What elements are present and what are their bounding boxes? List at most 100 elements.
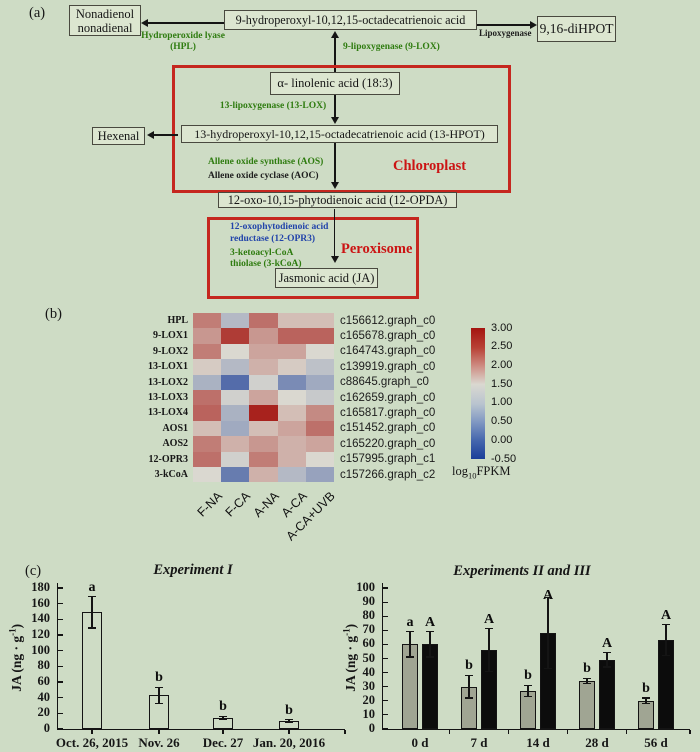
x-tick	[566, 730, 569, 734]
y-tick-label: 70	[362, 622, 376, 637]
node-linolenic-acid: α- linolenic acid (18:3)	[270, 72, 400, 95]
heatmap-cell	[305, 451, 334, 467]
colorbar-label: log10FPKM	[452, 464, 511, 481]
bar	[579, 681, 595, 729]
category-label: 56 d	[644, 735, 668, 750]
transcript-id: c157266.graph_c2	[340, 468, 436, 481]
chloroplast-label: Chloroplast	[393, 158, 467, 174]
chloroplast-compartment-box	[172, 65, 511, 193]
y-tick-label: 40	[37, 689, 51, 704]
heatmap-cell	[193, 359, 222, 375]
y-tick	[58, 697, 63, 699]
heatmap-cell	[193, 436, 222, 452]
y-tick	[383, 728, 388, 730]
transcript-id: c157995.graph_c1	[340, 453, 436, 466]
heatmap-cell	[305, 374, 334, 390]
error-cap	[426, 631, 434, 633]
arrow-line-9lox	[334, 38, 336, 72]
error-cap	[155, 686, 163, 689]
heatmap-cell	[277, 405, 306, 421]
heatmap-row-label: 13-LOX3	[148, 392, 188, 403]
node-13-hpot: 13-hydroperoxyl-10,12,15-octadecatrienoi…	[181, 125, 498, 143]
y-tick	[58, 634, 63, 636]
y-tick	[383, 601, 388, 603]
heatmap-cell	[249, 343, 278, 360]
arrowhead-right-icon	[530, 21, 537, 29]
error-bar	[468, 675, 470, 698]
enzyme-hpl-line1: Hydroperoxide lyase	[141, 31, 225, 41]
heatmap-cell	[277, 467, 306, 483]
y-tick-label: 0	[43, 721, 50, 735]
y-tick-label: 90	[362, 594, 376, 609]
x-tick	[288, 730, 290, 734]
error-cap	[662, 624, 670, 626]
arrow-line-13lox	[334, 95, 336, 117]
heatmap-cell	[221, 420, 250, 437]
y-tick	[383, 657, 388, 660]
bar	[599, 659, 615, 729]
arrowhead-down-icon	[330, 256, 339, 263]
category-label: 0 d	[411, 735, 429, 750]
x-tick	[507, 730, 510, 734]
colorbar-tick-label: 2.00	[491, 358, 513, 371]
x-axis	[381, 729, 690, 731]
enzyme-hpl-line2: (HPL)	[170, 41, 196, 52]
significance-letter: b	[155, 670, 163, 686]
heatmap-cell	[193, 343, 222, 360]
y-tick-label: 180	[31, 580, 50, 594]
error-cap	[88, 596, 96, 598]
colorbar-tick-label: -0.50	[491, 452, 517, 465]
y-tick	[58, 665, 63, 667]
node-nonadienol-line2: nonadienal	[77, 20, 133, 35]
heatmap-cell	[249, 390, 278, 406]
y-tick-label: 120	[31, 627, 50, 641]
heatmap-cell	[277, 313, 306, 329]
heatmap-cell	[305, 313, 334, 329]
error-cap	[524, 684, 532, 686]
y-tick-label: 60	[362, 636, 376, 651]
panel-c-label: (c)	[25, 563, 42, 579]
heatmap-row-label: 3-kCoA	[154, 469, 188, 480]
node-nonadienol: Nonadienol nonadienal	[69, 5, 141, 36]
y-tick-label: 0	[368, 721, 375, 735]
colorbar	[471, 328, 485, 459]
y-tick-label: 140	[31, 611, 50, 626]
heatmap-cell	[249, 436, 278, 452]
category-label: Nov. 26	[138, 735, 180, 750]
x-tick	[344, 730, 346, 734]
error-cap	[662, 655, 670, 657]
significance-letter: b	[219, 699, 227, 715]
heatmap-cell	[221, 359, 250, 375]
node-9-hydroperoxyl: 9-hydroperoxyl-10,12,15-octadecatrienoic…	[224, 10, 477, 30]
heatmap-cell	[193, 405, 222, 421]
y-tick	[383, 686, 388, 688]
error-cap	[544, 597, 552, 599]
y-tick-label: 20	[362, 692, 376, 707]
transcript-id: c165678.graph_c0	[340, 329, 436, 342]
heatmap-cell	[277, 390, 306, 406]
transcript-id: c139919.graph_c0	[340, 360, 436, 373]
heatmap-cell	[305, 467, 334, 483]
error-cap	[583, 683, 591, 685]
error-cap	[406, 656, 414, 658]
enzyme-3-kcoa-line1: 3-ketoacyl-CoA	[230, 247, 294, 258]
category-label: Dec. 27	[202, 735, 244, 750]
error-cap	[406, 631, 414, 633]
y-tick	[58, 603, 63, 605]
y-axis	[56, 583, 58, 729]
y-tick-label: 10	[362, 706, 376, 721]
heatmap-cell	[249, 405, 278, 421]
error-bar	[91, 596, 93, 628]
error-bar	[288, 719, 290, 723]
y-tick	[58, 587, 63, 589]
heatmap-row-label: 13-LOX2	[148, 376, 188, 388]
heatmap-row-label: AOS2	[162, 438, 188, 450]
node-12-opda: 12-oxo-10,15-phytodienoic acid (12-OPDA)	[218, 192, 457, 208]
experiment-1-title: Experiment I	[153, 562, 233, 578]
error-cap	[603, 666, 611, 668]
heatmap-row-label: 9-LOX1	[153, 330, 188, 342]
significance-letter: A	[483, 611, 495, 627]
enzyme-hpl: Hydroperoxide lyase (HPL)	[141, 31, 225, 52]
colorbar-label-suffix: FPKM	[476, 464, 511, 478]
